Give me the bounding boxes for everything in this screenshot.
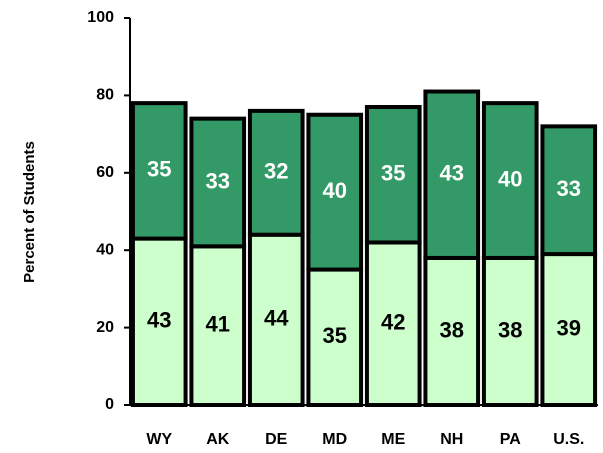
value-label: 40 bbox=[498, 166, 522, 191]
y-tick-label: 20 bbox=[96, 319, 114, 336]
value-label: 44 bbox=[264, 306, 289, 331]
bar-segment bbox=[481, 255, 539, 407]
value-label: 43 bbox=[440, 161, 464, 186]
bar-segment bbox=[540, 124, 598, 257]
value-label: 41 bbox=[206, 311, 230, 336]
value-label: 35 bbox=[381, 161, 405, 186]
value-label: 38 bbox=[498, 317, 522, 342]
x-tick-label: NH bbox=[440, 431, 463, 448]
x-tick-label: WY bbox=[146, 431, 172, 448]
bar-segment bbox=[306, 112, 364, 272]
bar-segment bbox=[423, 89, 481, 260]
bar-segment bbox=[306, 267, 364, 407]
x-tick-label: AK bbox=[206, 431, 230, 448]
y-tick-label: 100 bbox=[87, 9, 114, 26]
y-tick-label: 80 bbox=[96, 87, 114, 104]
bar-segment bbox=[130, 101, 188, 241]
bar-segment bbox=[364, 105, 422, 245]
value-label: 40 bbox=[323, 178, 347, 203]
value-label: 39 bbox=[557, 315, 581, 340]
bar-segment bbox=[247, 232, 305, 407]
x-tick-label: U.S. bbox=[553, 431, 584, 448]
bar-segment bbox=[189, 116, 247, 249]
value-label: 38 bbox=[440, 317, 464, 342]
value-label: 35 bbox=[147, 157, 171, 182]
value-label: 33 bbox=[557, 176, 581, 201]
bar-segment bbox=[481, 101, 539, 260]
value-label: 35 bbox=[323, 323, 347, 348]
x-tick-label: DE bbox=[265, 431, 288, 448]
value-label: 32 bbox=[264, 159, 288, 184]
x-tick-label: PA bbox=[500, 431, 521, 448]
y-tick-label: 0 bbox=[105, 396, 114, 413]
value-label: 33 bbox=[206, 168, 230, 193]
value-label: 42 bbox=[381, 310, 405, 335]
value-label: 43 bbox=[147, 308, 171, 333]
y-tick-label: 40 bbox=[96, 241, 114, 258]
bar-segment bbox=[247, 108, 305, 237]
y-tick-label: 60 bbox=[96, 164, 114, 181]
y-axis-label: Percent of Students bbox=[21, 141, 38, 283]
x-tick-label: ME bbox=[381, 431, 405, 448]
x-tick-label: MD bbox=[322, 431, 347, 448]
bar-segment bbox=[540, 252, 598, 407]
bar-segment bbox=[189, 244, 247, 407]
